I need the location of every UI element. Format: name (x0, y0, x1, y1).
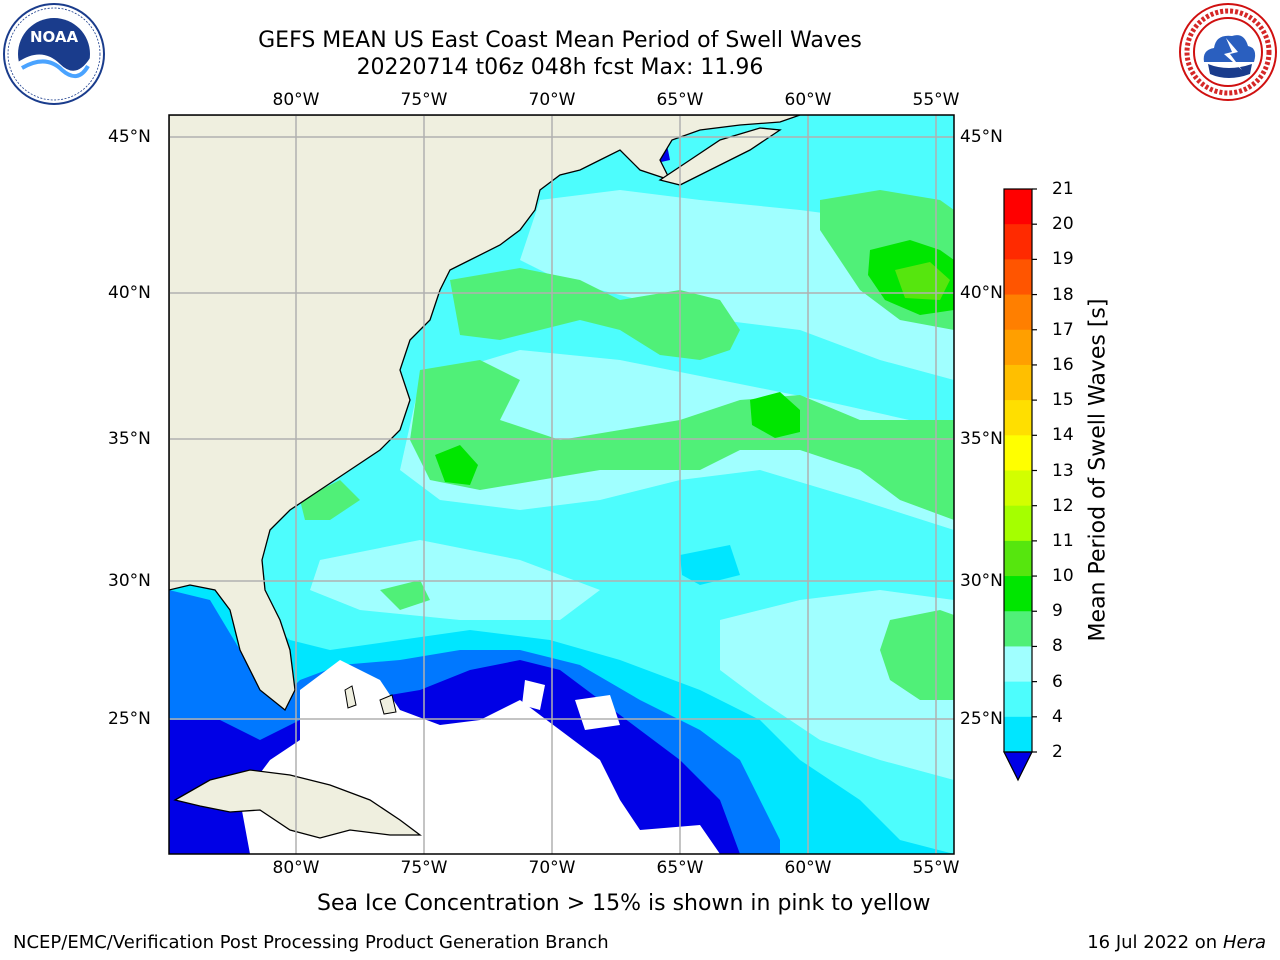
colorbar-tick-label: 11 (1052, 530, 1074, 551)
contour-11s-mid (750, 392, 800, 438)
missing-region-patch2 (522, 680, 545, 710)
lat-tick-right: 40°N (960, 283, 1003, 303)
colorbar-segment (1004, 611, 1032, 647)
lon-tick-top: 70°W (528, 90, 576, 110)
footer-date: 16 Jul 2022 on Hera (1087, 932, 1266, 954)
land-nova-scotia (658, 127, 782, 186)
lat-tick-left: 35°N (108, 429, 151, 449)
colorbar-segment (1004, 716, 1032, 753)
contour-10s-mid (410, 360, 954, 520)
colorbar-segment (1004, 400, 1032, 436)
colorbar (1003, 188, 1037, 782)
colorbar-tick-label: 16 (1052, 354, 1074, 375)
lon-tick-top: 55°W (912, 90, 960, 110)
colorbar-segment (1004, 364, 1032, 401)
lon-tick-bottom: 60°W (784, 858, 832, 878)
colorbar-segment (1004, 435, 1032, 471)
graticule (169, 115, 954, 854)
colorbar-tick-label: 10 (1052, 566, 1074, 587)
lat-tick-right: 35°N (960, 429, 1003, 449)
colorbar-tick-label: 6 (1052, 671, 1063, 692)
colorbar-tick-label: 15 (1052, 390, 1074, 411)
lon-tick-top: 60°W (784, 90, 832, 110)
colorbar-tick-label: 21 (1052, 179, 1074, 199)
colorbar-extend-arrow (1003, 751, 1033, 782)
colorbar-tick-label: 14 (1052, 425, 1074, 446)
lat-tick-left: 45°N (108, 127, 151, 147)
colorbar-tick-label: 19 (1052, 249, 1074, 270)
contour-10s-small (380, 580, 430, 610)
colorbar-tick-label: 13 (1052, 460, 1074, 481)
footer-date-text: 16 Jul 2022 on (1087, 932, 1223, 953)
missing-region-patch1 (575, 695, 620, 730)
lon-tick-bottom: 75°W (400, 858, 448, 878)
colorbar-tick-label: 20 (1052, 214, 1074, 235)
land-bahamas-1 (344, 685, 357, 709)
colorbar-tick-label: 12 (1052, 495, 1074, 516)
lat-tick-right: 30°N (960, 571, 1003, 591)
colorbar-tick-label: 4 (1052, 706, 1063, 727)
colorbar-tick-label: 18 (1052, 284, 1074, 305)
chart-subtitle: 20220714 t06z 048h fcst Max: 11.96 (356, 55, 764, 80)
colorbar-segment (1004, 681, 1032, 718)
nws-logo (1179, 3, 1277, 101)
noaa-logo: NOAA (3, 3, 105, 105)
colorbar-segment (1004, 259, 1032, 296)
contour-6s-patch (680, 545, 740, 585)
swell-period-field (169, 115, 954, 854)
contour-10s-north (450, 268, 740, 360)
colorbar-tick-label: 9 (1052, 601, 1063, 622)
colorbar-segment (1004, 329, 1032, 366)
svg-text:NOAA: NOAA (30, 28, 79, 46)
land-bahamas-2 (379, 694, 397, 715)
lat-tick-left: 25°N (108, 709, 151, 729)
contour-9s-south (310, 540, 600, 620)
colorbar-segment (1004, 505, 1032, 542)
colorbar-segment (1004, 470, 1032, 507)
contour-11s-ga (435, 445, 478, 485)
lat-tick-left: 40°N (108, 283, 151, 303)
colorbar-title: Mean Period of Swell Waves [s] (1085, 298, 1111, 642)
map-frame (168, 114, 955, 855)
colorbar-tick-label: 2 (1052, 742, 1063, 762)
lat-tick-left: 30°N (108, 571, 151, 591)
lon-tick-top: 75°W (400, 90, 448, 110)
lon-tick-top: 80°W (272, 90, 320, 110)
footer-credit: NCEP/EMC/Verification Post Processing Pr… (13, 932, 609, 953)
colorbar-segment (1004, 646, 1032, 683)
land-cuba (173, 769, 422, 839)
chart-title: GEFS MEAN US East Coast Mean Period of S… (258, 28, 862, 53)
lon-tick-top: 65°W (656, 90, 704, 110)
contour-10s-coast (300, 480, 360, 520)
footer-machine: Hera (1222, 932, 1266, 953)
lat-tick-right: 45°N (960, 127, 1003, 147)
colorbar-segment (1004, 224, 1032, 260)
colorbar-segment (1004, 576, 1032, 612)
lon-tick-bottom: 80°W (272, 858, 320, 878)
lon-tick-bottom: 65°W (656, 858, 704, 878)
lon-tick-bottom: 55°W (912, 858, 960, 878)
colorbar-tick-label: 17 (1052, 319, 1074, 340)
colorbar-segment (1004, 540, 1032, 577)
colorbar-segment (1004, 189, 1032, 225)
lat-tick-right: 25°N (960, 709, 1003, 729)
lon-tick-bottom: 70°W (528, 858, 576, 878)
colorbar-segment (1004, 294, 1032, 331)
colorbar-tick-label: 8 (1052, 636, 1063, 657)
sea-ice-note: Sea Ice Concentration > 15% is shown in … (317, 891, 931, 916)
